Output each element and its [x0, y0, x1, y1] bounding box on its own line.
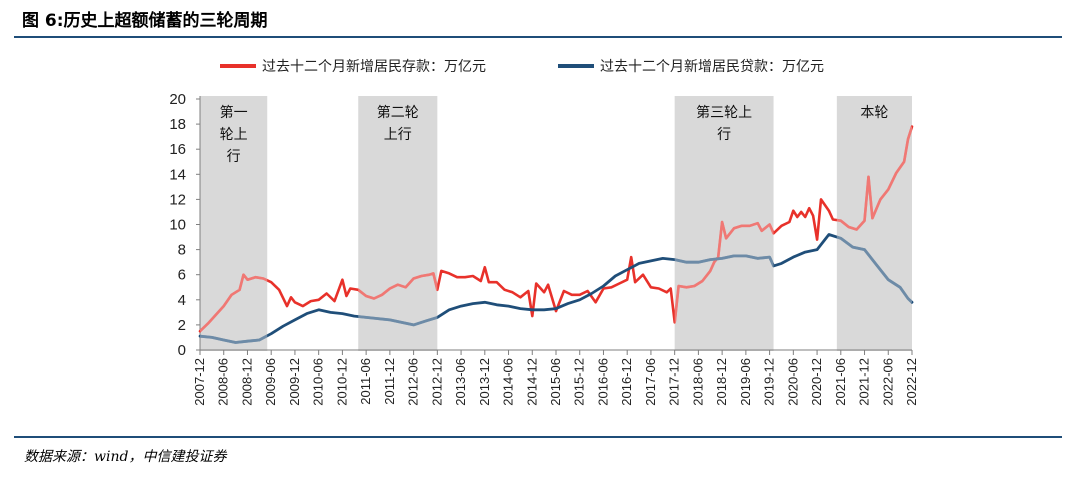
x-tick-label: 2015-12	[572, 358, 587, 406]
x-tick-label: 2017-12	[667, 358, 682, 406]
phase-label-2-line-1: 第二轮	[377, 104, 419, 121]
axes: 0 2 4 6 8 10 12 14 16 18 20 2007-12 2008-06 2008-12 20…	[169, 91, 919, 406]
series-fade-deposit	[200, 273, 268, 333]
y-tick-label: 18	[169, 116, 186, 133]
bottom-rule	[14, 436, 1062, 438]
source-note: 数据来源：wind，中信建投证券	[24, 449, 227, 465]
x-tick-label: 2015-06	[548, 358, 563, 406]
y-tick-label: 8	[178, 242, 186, 259]
series-fade-deposit	[358, 272, 438, 300]
phase-label-4-line-1: 本轮	[860, 105, 888, 121]
y-tick-label: 12	[169, 191, 186, 208]
figure-title: 图 6:历史上超额储蓄的三轮周期	[22, 11, 268, 31]
phase-label-1-line-1: 第一	[220, 104, 248, 121]
x-tick-label: 2013-12	[477, 358, 492, 406]
x-tick-label: 2011-12	[382, 358, 397, 405]
legend: 过去十二个月新增居民存款：万亿元 过去十二个月新增居民贷款：万亿元	[220, 59, 824, 75]
y-tick-label: 20	[169, 91, 186, 108]
x-tick-label: 2008-12	[239, 358, 254, 406]
y-tick-label: 16	[169, 141, 186, 158]
x-tick-label: 2021-12	[857, 358, 872, 406]
y-tick-label: 14	[169, 166, 186, 183]
series-line-deposit	[198, 125, 914, 333]
x-tick-label: 2018-12	[714, 358, 729, 406]
y-tick-label: 6	[178, 267, 186, 284]
x-tick-label: 2014-06	[501, 358, 516, 406]
series-layer	[198, 125, 914, 344]
x-tick-label: 2021-06	[833, 358, 848, 406]
top-rule	[14, 36, 1062, 38]
x-tick-label: 2010-12	[334, 358, 349, 406]
x-tick-label: 2010-06	[311, 358, 326, 406]
y-tick-label: 4	[178, 292, 186, 309]
legend-label-loan: 过去十二个月新增居民贷款：万亿元	[600, 59, 824, 75]
x-tick-label: 2009-06	[263, 358, 278, 406]
x-tick-label: 2022-12	[904, 358, 919, 406]
x-tick-label: 2009-12	[287, 358, 302, 406]
phase-label-2-line-2: 上行	[384, 127, 412, 143]
x-tick-label: 2016-06	[595, 358, 610, 406]
legend-label-deposit: 过去十二个月新增居民存款：万亿元	[262, 59, 486, 75]
shaded-period-2	[358, 96, 438, 351]
chart: 0 2 4 6 8 10 12 14 16 18 20 2007-12 2008-06 2008-12 20…	[169, 59, 919, 406]
series-fade-deposit	[836, 126, 912, 231]
x-tick-label: 2007-12	[192, 358, 207, 406]
phase-label-3-line-1: 第三轮上	[696, 104, 752, 121]
x-tick-label: 2019-06	[738, 358, 753, 406]
x-tick-label: 2008-06	[216, 358, 231, 406]
shaded-period-4	[836, 96, 912, 351]
x-tick-label: 2011-06	[358, 358, 373, 405]
y-tick-label: 0	[178, 342, 186, 359]
x-tick-label: 2014-12	[524, 358, 539, 406]
series-fade-deposit	[674, 220, 774, 324]
x-tick-label: 2012-12	[429, 358, 444, 406]
y-tick-label: 2	[178, 317, 186, 334]
shaded-periods	[200, 96, 912, 351]
x-tick-label: 2016-12	[619, 358, 634, 406]
x-tick-label: 2012-06	[406, 358, 421, 406]
x-tick-label: 2022-06	[880, 358, 895, 406]
series-line-loan	[198, 233, 914, 344]
x-tick-label: 2017-06	[643, 358, 658, 406]
phase-label-1-line-3: 行	[227, 149, 241, 165]
phase-label-1-line-2: 轮上	[220, 127, 248, 143]
phase-label-3-line-2: 行	[717, 127, 731, 143]
x-tick-label: 2020-06	[785, 358, 800, 406]
x-tick-label: 2019-12	[762, 358, 777, 406]
x-tick-label: 2018-06	[690, 358, 705, 406]
y-tick-label: 10	[169, 217, 186, 234]
x-tick-label: 2020-12	[809, 358, 824, 406]
x-tick-label: 2013-06	[453, 358, 468, 406]
shaded-period-1	[200, 96, 268, 351]
